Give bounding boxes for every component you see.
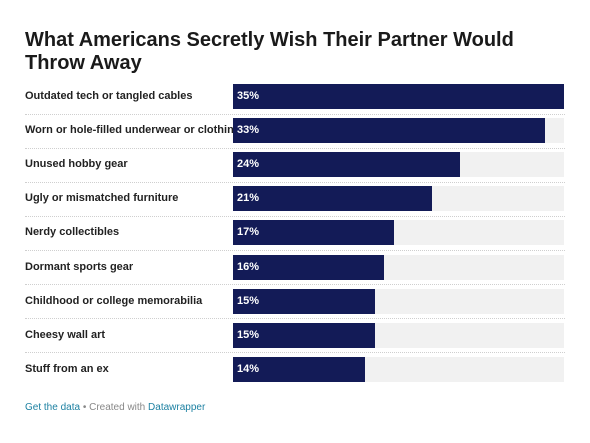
bar-row: Unused hobby gear 24% xyxy=(25,152,565,186)
bar: 17% xyxy=(233,220,394,246)
category-label: Nerdy collectibles xyxy=(25,226,120,239)
value-label: 16% xyxy=(237,260,260,273)
category-label: Outdated tech or tangled cables xyxy=(25,90,193,102)
row-divider xyxy=(25,113,565,115)
value-label: 14% xyxy=(237,362,260,375)
value-label: 24% xyxy=(237,158,260,171)
row-divider xyxy=(25,147,565,149)
category-label: Worn or hole-filled underwear or clothin… xyxy=(25,124,241,137)
category-label: Unused hobby gear xyxy=(25,158,128,171)
bar-row: Cheesy wall art 15% xyxy=(25,322,565,357)
bar-row: Outdated tech or tangled cables 35% xyxy=(25,84,565,118)
category-label: Childhood or college memorabilia xyxy=(25,294,203,307)
get-the-data-link[interactable]: Get the data xyxy=(25,402,81,413)
footer-separator: • Created with xyxy=(80,402,149,413)
chart-title: What Americans Secretly Wish Their Partn… xyxy=(25,29,514,74)
value-label: 15% xyxy=(237,328,260,341)
bar-chart: Outdated tech or tangled cables 35% Worn o… xyxy=(25,84,565,386)
bar-row: Worn or hole-filled underwear or clothin… xyxy=(25,118,565,152)
value-label: 15% xyxy=(237,294,260,307)
bar-track: 15% xyxy=(233,288,564,314)
category-label: Stuff from an ex xyxy=(25,362,109,375)
bar: 16% xyxy=(233,254,385,280)
bar-row: Stuff from an ex 14% xyxy=(25,356,565,391)
value-label: 21% xyxy=(237,192,260,205)
bar: 21% xyxy=(233,186,432,212)
bar: 35% xyxy=(233,84,564,109)
bar-track: 33% xyxy=(233,118,564,144)
bar-row: Childhood or college memorabilia 15% xyxy=(25,288,565,323)
bar: 24% xyxy=(233,152,460,178)
bar-track: 16% xyxy=(233,254,564,280)
bar: 14% xyxy=(233,356,366,382)
bar-track: 35% xyxy=(233,84,564,109)
bar-row: Dormant sports gear 16% xyxy=(25,254,565,289)
bar-row: Nerdy collectibles 17% xyxy=(25,220,565,254)
value-label: 35% xyxy=(237,90,260,102)
bar: 15% xyxy=(233,288,375,314)
bar: 33% xyxy=(233,118,546,144)
row-divider xyxy=(25,215,565,217)
chart-footer: Get the data • Created with Datawrapper xyxy=(25,402,205,413)
datawrapper-link[interactable]: Datawrapper xyxy=(148,402,206,413)
row-divider xyxy=(25,249,565,251)
category-label: Cheesy wall art xyxy=(25,328,106,341)
category-label: Dormant sports gear xyxy=(25,260,134,273)
value-label: 33% xyxy=(237,124,260,137)
bar-row: Ugly or mismatched furniture 21% xyxy=(25,186,565,220)
row-divider xyxy=(25,318,565,320)
bar-track: 17% xyxy=(233,220,564,246)
bar: 15% xyxy=(233,322,375,348)
category-label: Ugly or mismatched furniture xyxy=(25,192,179,205)
bar-track: 15% xyxy=(233,322,564,348)
value-label: 17% xyxy=(237,226,260,239)
bar-track: 21% xyxy=(233,186,564,212)
row-divider xyxy=(25,352,565,354)
row-divider xyxy=(25,284,565,285)
row-divider xyxy=(25,181,565,183)
bar-track: 24% xyxy=(233,152,564,178)
bar-track: 14% xyxy=(233,356,564,382)
